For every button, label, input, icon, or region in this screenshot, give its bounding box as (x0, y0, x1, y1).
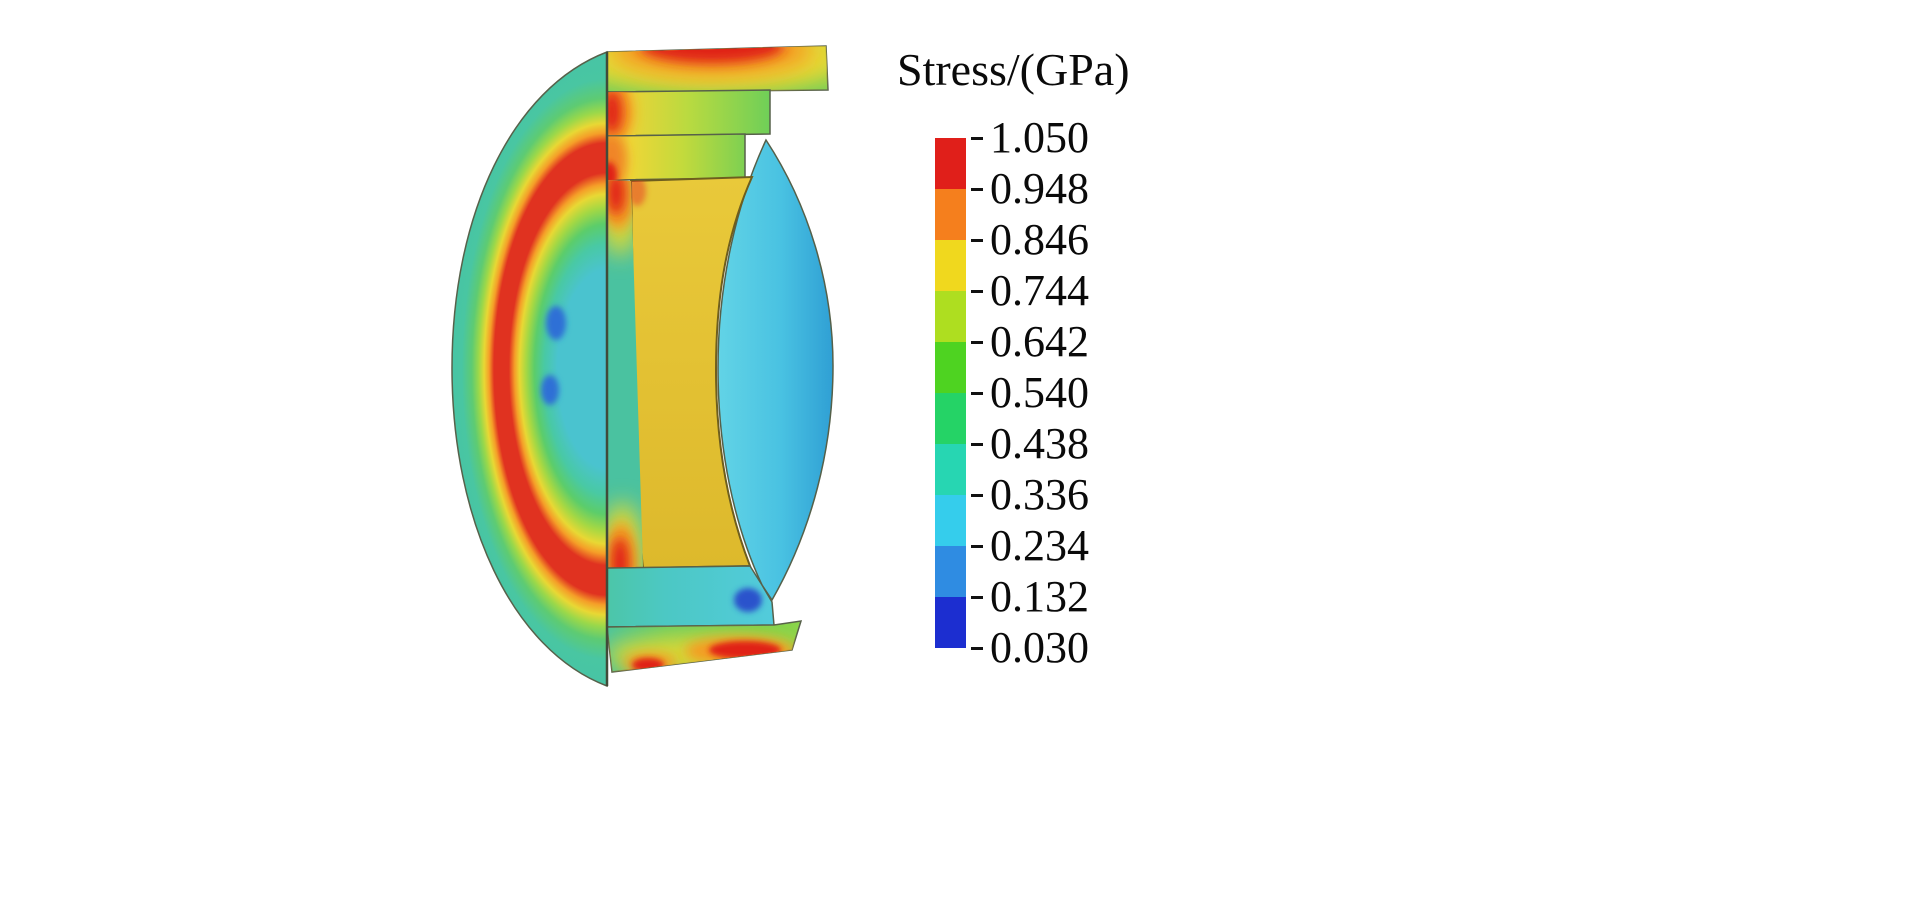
tick-label: 0.438 (990, 419, 1089, 469)
tick-mark (971, 391, 983, 395)
tick-label: 0.642 (990, 317, 1089, 367)
colorbar (935, 138, 966, 649)
tick-mark (971, 544, 983, 548)
colorbar-tick-row: 0.642 (966, 320, 1089, 364)
hot-spot-top-edge (640, 46, 784, 63)
colorbar-band (935, 495, 966, 547)
colorbar-band (935, 393, 966, 445)
tick-mark (971, 442, 983, 446)
colorbar-tick-row: 0.744 (966, 269, 1089, 313)
tick-label: 0.744 (990, 266, 1089, 316)
model-bore-surface (717, 138, 834, 602)
colorbar-band (935, 189, 966, 241)
tick-label: 0.234 (990, 521, 1089, 571)
tick-mark (971, 340, 983, 344)
model-flange (606, 45, 829, 181)
low-stress-spot-bottom (734, 588, 762, 612)
tick-label: 0.132 (990, 572, 1089, 622)
tick-mark (971, 136, 983, 140)
colorbar-tick-row: 0.030 (966, 626, 1089, 670)
colorbar-band (935, 240, 966, 292)
legend-body: 1.050 0.948 0.846 0.744 0.642 0.540 0.438 0.336… (935, 116, 1166, 670)
colorbar-ticks: 1.050 0.948 0.846 0.744 0.642 0.540 0.438 0.336… (966, 116, 1166, 670)
tick-mark (971, 493, 983, 497)
tick-label: 0.030 (990, 623, 1089, 673)
low-stress-spot (546, 306, 566, 340)
colorbar-band (935, 444, 966, 496)
colorbar-tick-row: 0.336 (966, 473, 1089, 517)
tick-label: 1.050 (990, 113, 1089, 163)
model-outer-shell (451, 50, 608, 688)
tick-mark (971, 289, 983, 293)
tick-mark (971, 187, 983, 191)
tick-mark (971, 595, 983, 599)
tick-label: 0.540 (990, 368, 1089, 418)
colorbar-tick-row: 1.050 (966, 116, 1089, 160)
colorbar-legend: Stress/(GPa) 1.050 0.948 0.846 0.744 0.642 0.… (897, 44, 1166, 670)
colorbar-tick-row: 0.540 (966, 371, 1089, 415)
colorbar-band (935, 291, 966, 343)
tick-mark (971, 238, 983, 242)
colorbar-band (935, 597, 966, 649)
colorbar-tick-row: 0.846 (966, 218, 1089, 262)
tick-mark (971, 646, 983, 650)
colorbar-band (935, 342, 966, 394)
colorbar-tick-row: 0.132 (966, 575, 1089, 619)
hot-spot-bottom-edge (632, 658, 664, 672)
tick-label: 0.846 (990, 215, 1089, 265)
colorbar-tick-row: 0.438 (966, 422, 1089, 466)
colorbar-band (935, 546, 966, 598)
legend-title: Stress/(GPa) (897, 44, 1130, 95)
tick-label: 0.948 (990, 164, 1089, 214)
colorbar-tick-row: 0.948 (966, 167, 1089, 211)
tick-label: 0.336 (990, 470, 1089, 520)
colorbar-band (935, 138, 966, 190)
low-stress-spot (541, 375, 559, 405)
hot-spot-cut-line-top (607, 180, 625, 215)
colorbar-tick-row: 0.234 (966, 524, 1089, 568)
